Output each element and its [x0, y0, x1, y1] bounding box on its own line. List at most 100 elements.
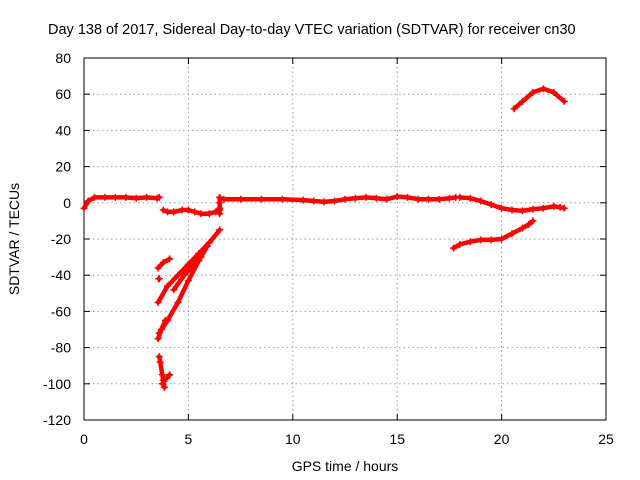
data-point: [362, 193, 370, 201]
data-point: [90, 193, 98, 201]
y-tick-label: -20: [51, 231, 71, 247]
data-point: [383, 195, 391, 203]
data-point: [331, 197, 339, 205]
data-point: [220, 195, 228, 203]
data-point: [550, 88, 558, 96]
data-point: [184, 260, 192, 268]
y-tick-label: -40: [51, 267, 71, 283]
series-rise-6.5h: [216, 193, 224, 218]
data-point: [166, 255, 174, 263]
data-point: [525, 221, 533, 228]
data-point: [122, 193, 130, 201]
data-point: [197, 253, 205, 261]
x-axis-label: GPS time / hours: [292, 458, 399, 474]
x-tick-label: 25: [598, 431, 614, 447]
y-tick-label: 20: [55, 159, 71, 175]
series-line: [511, 86, 567, 111]
data-series: [80, 85, 568, 391]
data-point: [159, 259, 167, 266]
data-point: [510, 105, 518, 113]
data-point: [101, 193, 109, 201]
y-tick-label: 0: [63, 195, 71, 211]
series-track-b: [154, 226, 224, 306]
data-point: [450, 244, 458, 252]
data-point: [477, 197, 485, 205]
data-point: [132, 194, 140, 202]
series-track-h: [155, 275, 163, 283]
series-high-arc-21h-23h: [510, 85, 568, 113]
data-point: [258, 195, 265, 203]
x-tick-label: 15: [389, 431, 405, 447]
data-point: [404, 193, 412, 201]
y-tick-label: 40: [55, 122, 71, 138]
data-point: [498, 235, 506, 243]
data-point: [320, 198, 328, 206]
data-point: [278, 195, 286, 203]
data-point: [154, 335, 162, 343]
data-point: [111, 193, 119, 201]
data-point: [156, 358, 164, 366]
data-point: [456, 193, 464, 201]
y-tick-label: 80: [55, 50, 71, 66]
data-point: [341, 195, 349, 203]
series-line: [171, 254, 204, 292]
data-point: [164, 208, 171, 216]
x-tick-label: 5: [185, 431, 193, 447]
data-point: [237, 195, 245, 203]
data-point: [456, 240, 464, 248]
data-point: [191, 208, 199, 216]
data-point: [508, 206, 516, 214]
data-point: [205, 210, 213, 218]
data-point: [203, 242, 211, 250]
data-point: [529, 217, 537, 225]
data-point: [299, 196, 307, 204]
data-point: [160, 383, 168, 391]
x-tick-label: 10: [285, 431, 301, 447]
series-main-0h-4h: [80, 193, 163, 212]
series-main-17.8h-23h: [456, 193, 568, 215]
series-main-6.7h-17.7h: [220, 193, 460, 206]
data-point: [550, 202, 558, 210]
data-point: [197, 210, 205, 218]
data-point: [519, 224, 526, 232]
data-point: [180, 271, 188, 279]
data-point: [161, 316, 169, 324]
data-point: [158, 371, 166, 379]
data-point: [155, 193, 163, 201]
series-neg-track-18h-21h: [450, 217, 537, 252]
data-point: [163, 374, 170, 382]
data-point: [529, 88, 537, 96]
chart-title: Day 138 of 2017, Sidereal Day-to-day VTE…: [48, 22, 576, 38]
data-point: [519, 97, 526, 105]
data-point: [425, 195, 432, 203]
data-point: [216, 226, 224, 234]
data-point: [164, 282, 171, 290]
data-point: [216, 193, 224, 201]
x-tick-label: 0: [80, 431, 88, 447]
data-point: [310, 197, 318, 205]
data-point: [466, 238, 474, 246]
data-point: [80, 204, 88, 212]
data-point: [84, 197, 92, 205]
data-point: [539, 204, 547, 212]
data-point: [519, 207, 526, 215]
y-tick-label: 60: [55, 86, 71, 102]
data-point: [157, 326, 165, 333]
data-point: [498, 204, 506, 212]
data-point: [178, 206, 186, 214]
data-point: [189, 262, 197, 270]
data-point: [154, 264, 162, 272]
data-point: [414, 195, 422, 203]
series-track-f: [158, 371, 174, 388]
data-point: [445, 194, 453, 202]
data-point: [158, 380, 166, 388]
data-point: [556, 203, 564, 211]
series-line: [81, 195, 162, 211]
data-point: [174, 271, 182, 279]
y-tick-label: -60: [51, 303, 71, 319]
data-point: [477, 236, 485, 244]
data-point: [159, 206, 167, 214]
series-track-g: [154, 316, 169, 343]
